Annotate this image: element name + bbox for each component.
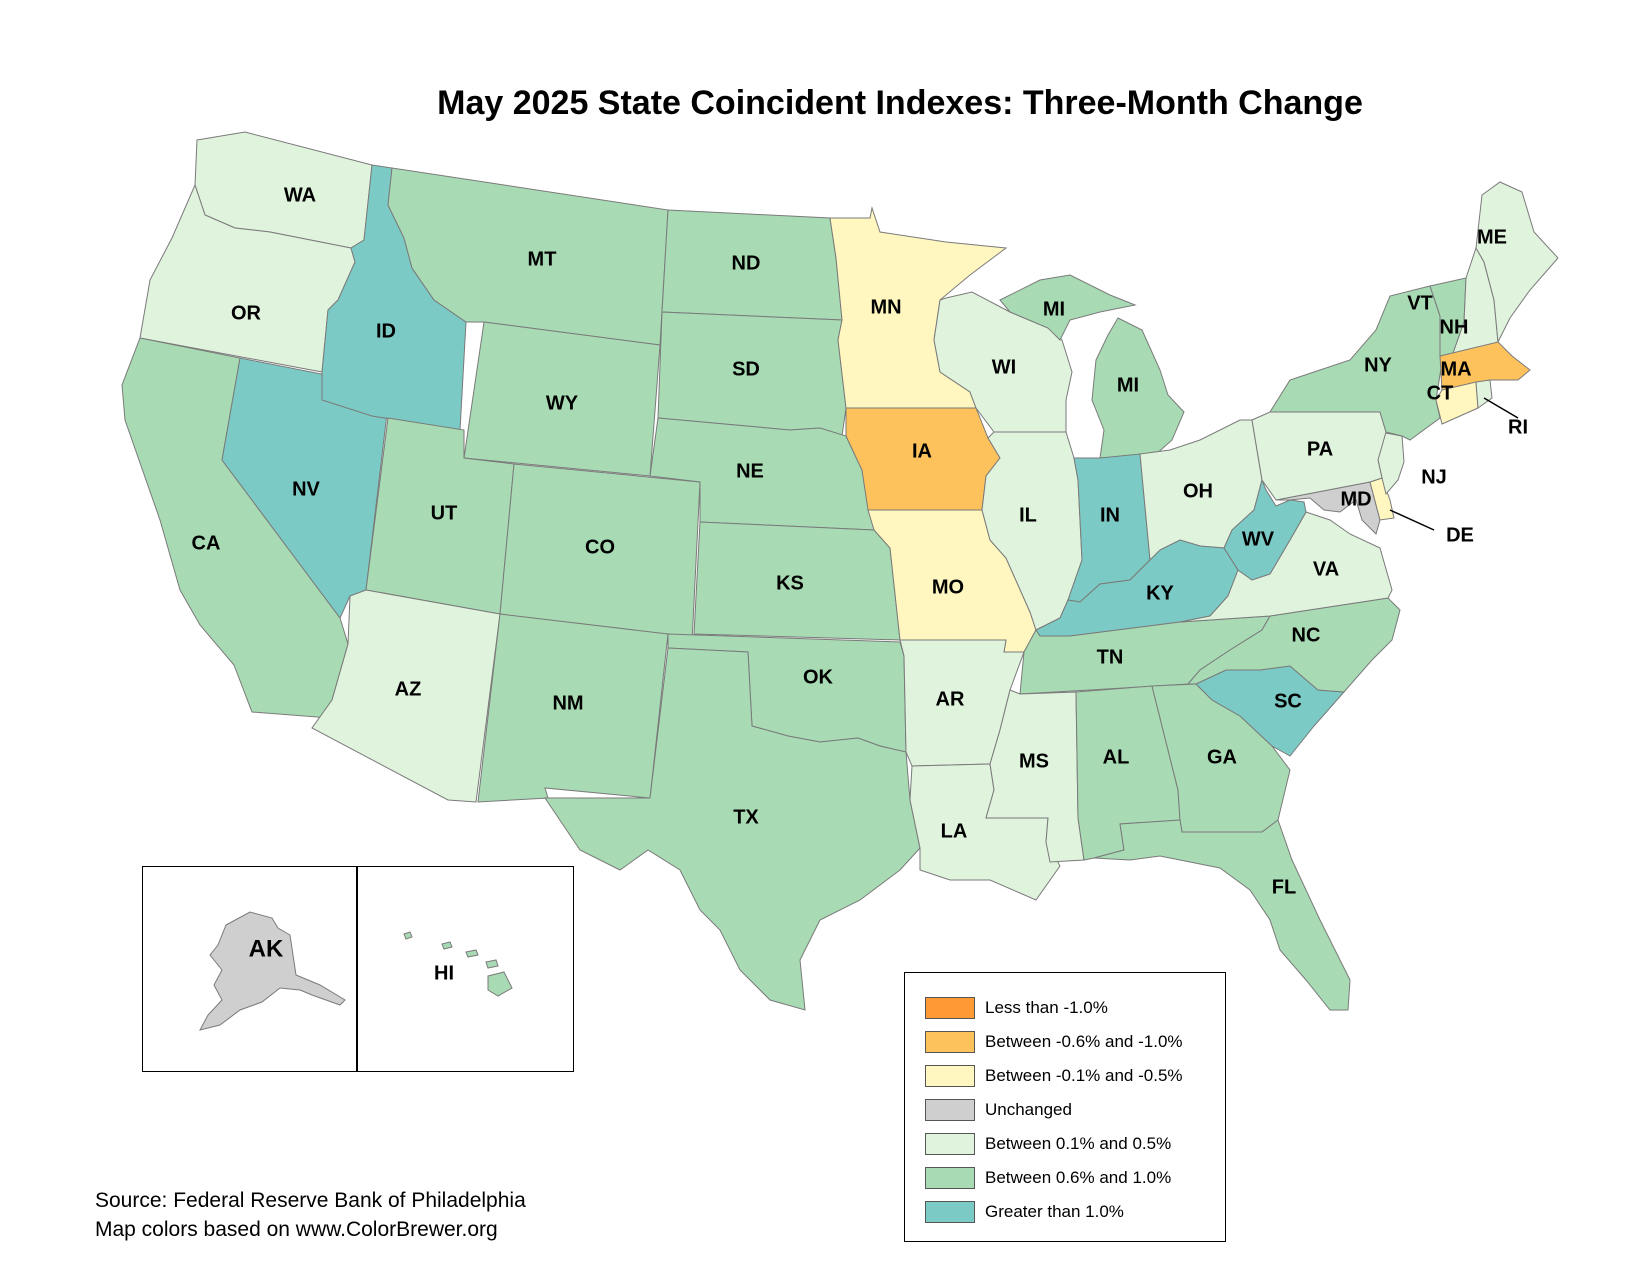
legend-swatch	[925, 1099, 975, 1121]
ri-callout-line	[1483, 397, 1519, 419]
label-ms: MS	[1019, 750, 1049, 772]
label-co: CO	[585, 536, 615, 558]
label-ok: OK	[803, 666, 834, 688]
legend-swatch	[925, 1065, 975, 1087]
legend-label: Between -0.1% and -0.5%	[985, 1066, 1183, 1085]
legend-label: Less than -1.0%	[985, 998, 1108, 1017]
label-wi: WI	[992, 356, 1016, 378]
colorbrewer-credit: Map colors based on www.ColorBrewer.org	[95, 1218, 498, 1241]
label-ca: CA	[192, 532, 221, 554]
legend-swatch	[925, 1201, 975, 1223]
label-nj: NJ	[1421, 466, 1447, 488]
label-al: AL	[1103, 746, 1130, 768]
label-or: OR	[231, 302, 262, 324]
label-ks: KS	[776, 572, 804, 594]
legend-label: Unchanged	[985, 1100, 1072, 1119]
label-ia: IA	[912, 440, 932, 462]
label-wv: WV	[1242, 528, 1275, 550]
label-pa: PA	[1307, 438, 1333, 460]
label-oh: OH	[1183, 480, 1213, 502]
state-ct[interactable]	[1435, 381, 1479, 425]
state-fl[interactable]	[1093, 819, 1351, 1011]
label-tn: TN	[1097, 646, 1124, 668]
label-ga: GA	[1207, 746, 1237, 768]
label-vt: VT	[1407, 292, 1433, 314]
label-mi: MI	[1117, 374, 1139, 396]
legend-swatch	[925, 1167, 975, 1189]
label-nd: ND	[732, 252, 761, 274]
legend-label: Greater than 1.0%	[985, 1202, 1124, 1221]
label-ma: MA	[1440, 358, 1471, 380]
state-me[interactable]	[1475, 181, 1559, 344]
legend-item: Between -0.1% and -0.5%	[905, 1059, 1225, 1093]
source-line: Source: Federal Reserve Bank of Philadel…	[95, 1189, 526, 1212]
state-hi[interactable]	[403, 931, 513, 997]
label-nc: NC	[1292, 624, 1321, 646]
label-il: IL	[1019, 504, 1037, 526]
label-wa: WA	[284, 184, 316, 206]
map-legend: Less than -1.0% Between -0.6% and -1.0% Be…	[904, 972, 1226, 1242]
legend-item: Between 0.1% and 0.5%	[905, 1127, 1225, 1161]
label-in: IN	[1100, 504, 1120, 526]
label-mn: MN	[870, 296, 901, 318]
label-tx: TX	[733, 806, 759, 828]
label-ar: AR	[936, 688, 965, 710]
label-mi-up: MI	[1043, 298, 1065, 320]
alaska-inset	[142, 866, 358, 1072]
label-ky: KY	[1146, 582, 1174, 604]
legend-label: Between -0.6% and -1.0%	[985, 1032, 1183, 1051]
state-wv[interactable]	[1223, 478, 1307, 581]
label-ut: UT	[431, 502, 458, 524]
label-nm: NM	[552, 692, 583, 714]
legend-swatch	[925, 1031, 975, 1053]
de-callout-line	[1389, 509, 1435, 531]
state-az[interactable]	[311, 589, 501, 803]
label-ak: AK	[249, 935, 284, 962]
label-ct: CT	[1427, 382, 1454, 404]
state-nc[interactable]	[1186, 597, 1401, 693]
legend-swatch	[925, 997, 975, 1019]
hawaii-inset	[356, 866, 574, 1072]
label-fl: FL	[1272, 876, 1296, 898]
legend-label: Between 0.1% and 0.5%	[985, 1134, 1172, 1153]
label-mt: MT	[528, 248, 557, 270]
label-nh: NH	[1440, 316, 1469, 338]
label-nv: NV	[292, 478, 320, 500]
label-sd: SD	[732, 358, 760, 380]
legend-item: Between 0.6% and 1.0%	[905, 1161, 1225, 1195]
state-ak[interactable]	[199, 911, 346, 1031]
label-ny: NY	[1364, 354, 1392, 376]
label-hi: HI	[434, 962, 454, 984]
label-va: VA	[1313, 558, 1339, 580]
legend-swatch	[925, 1133, 975, 1155]
label-de: DE	[1446, 524, 1474, 546]
legend-label: Between 0.6% and 1.0%	[985, 1168, 1172, 1187]
label-ri: RI	[1508, 416, 1528, 438]
label-mo: MO	[932, 576, 964, 598]
source-note: Source: Federal Reserve Bank of Philadel…	[95, 1186, 526, 1244]
label-me: ME	[1477, 226, 1507, 248]
legend-item: Unchanged	[905, 1093, 1225, 1127]
label-sc: SC	[1274, 690, 1302, 712]
state-mi-up[interactable]	[999, 274, 1137, 341]
label-id: ID	[376, 320, 396, 342]
map-title: May 2025 State Coincident Indexes: Three…	[437, 84, 1363, 122]
legend-item: Less than -1.0%	[905, 991, 1225, 1025]
legend-item: Greater than 1.0%	[905, 1195, 1225, 1229]
state-ri[interactable]	[1475, 379, 1493, 409]
label-ne: NE	[736, 460, 764, 482]
label-az: AZ	[395, 678, 422, 700]
label-md: MD	[1340, 488, 1371, 510]
state-tx[interactable]	[544, 647, 921, 1011]
label-la: LA	[941, 820, 968, 842]
legend-item: Between -0.6% and -1.0%	[905, 1025, 1225, 1059]
label-wy: WY	[546, 392, 579, 414]
